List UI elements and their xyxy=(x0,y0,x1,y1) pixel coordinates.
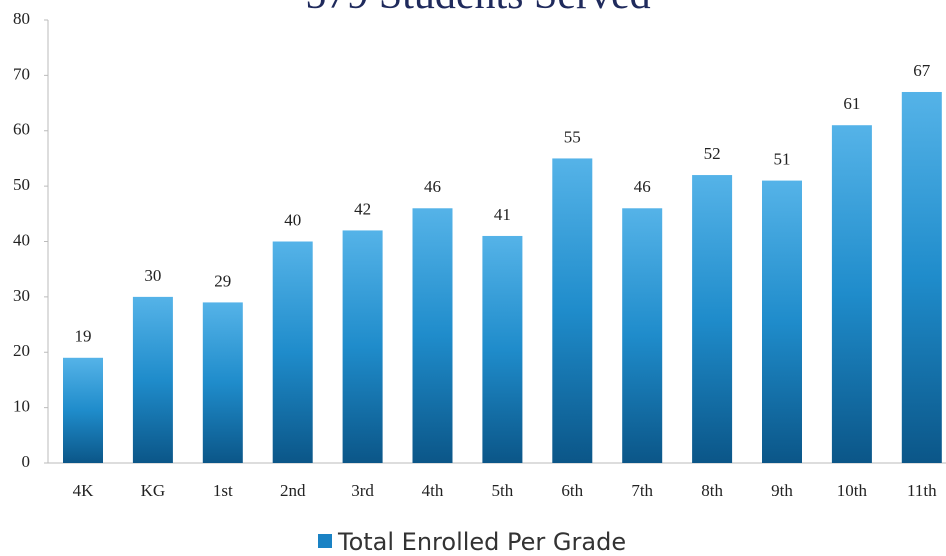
legend-swatch xyxy=(318,534,332,548)
x-tick-label: 11th xyxy=(907,481,937,500)
bar xyxy=(482,235,523,463)
y-tick-label: 10 xyxy=(13,397,30,416)
y-tick-label: 40 xyxy=(13,230,30,249)
bar xyxy=(622,208,663,463)
bar xyxy=(132,296,173,463)
x-tick-label: 4th xyxy=(422,481,444,500)
data-label: 29 xyxy=(214,271,231,290)
bar xyxy=(692,175,733,464)
data-label: 55 xyxy=(564,127,581,146)
legend-label: Total Enrolled Per Grade xyxy=(337,528,626,556)
y-tick-label: 30 xyxy=(13,286,30,305)
bar xyxy=(762,180,802,463)
data-label: 30 xyxy=(144,266,161,285)
data-label: 61 xyxy=(843,94,860,113)
x-tick-label: 3rd xyxy=(351,481,374,500)
y-tick-label: 70 xyxy=(13,64,30,83)
data-label: 67 xyxy=(913,61,931,80)
bar xyxy=(831,125,872,464)
x-tick-label: KG xyxy=(141,481,166,500)
x-tick-label: 6th xyxy=(561,481,583,500)
chart-title: 579 Students Served xyxy=(305,0,650,18)
x-tick-label: 4K xyxy=(73,481,95,500)
y-tick-label: 20 xyxy=(13,341,30,360)
x-tick-label: 5th xyxy=(492,481,514,500)
bar xyxy=(202,302,243,463)
y-tick-label: 80 xyxy=(13,9,30,28)
data-label: 19 xyxy=(75,327,92,346)
bar xyxy=(552,158,593,463)
data-label: 46 xyxy=(634,177,651,196)
data-label: 46 xyxy=(424,177,441,196)
y-tick-label: 50 xyxy=(13,175,30,194)
bar xyxy=(272,241,313,463)
bar xyxy=(342,230,383,463)
x-tick-label: 2nd xyxy=(280,481,306,500)
x-tick-label: 1st xyxy=(213,481,233,500)
data-label: 52 xyxy=(704,144,721,163)
x-tick-label: 9th xyxy=(771,481,793,500)
data-label: 40 xyxy=(284,210,301,229)
data-label: 51 xyxy=(774,149,791,168)
x-tick-label: 7th xyxy=(631,481,653,500)
y-tick-label: 0 xyxy=(22,452,31,471)
x-tick-label: 8th xyxy=(701,481,723,500)
bar xyxy=(63,357,103,463)
bar xyxy=(901,91,942,464)
x-tick-label: 10th xyxy=(837,481,868,500)
data-label: 41 xyxy=(494,205,511,224)
bar xyxy=(412,208,453,463)
data-label: 42 xyxy=(354,199,371,218)
y-tick-label: 60 xyxy=(13,120,30,139)
